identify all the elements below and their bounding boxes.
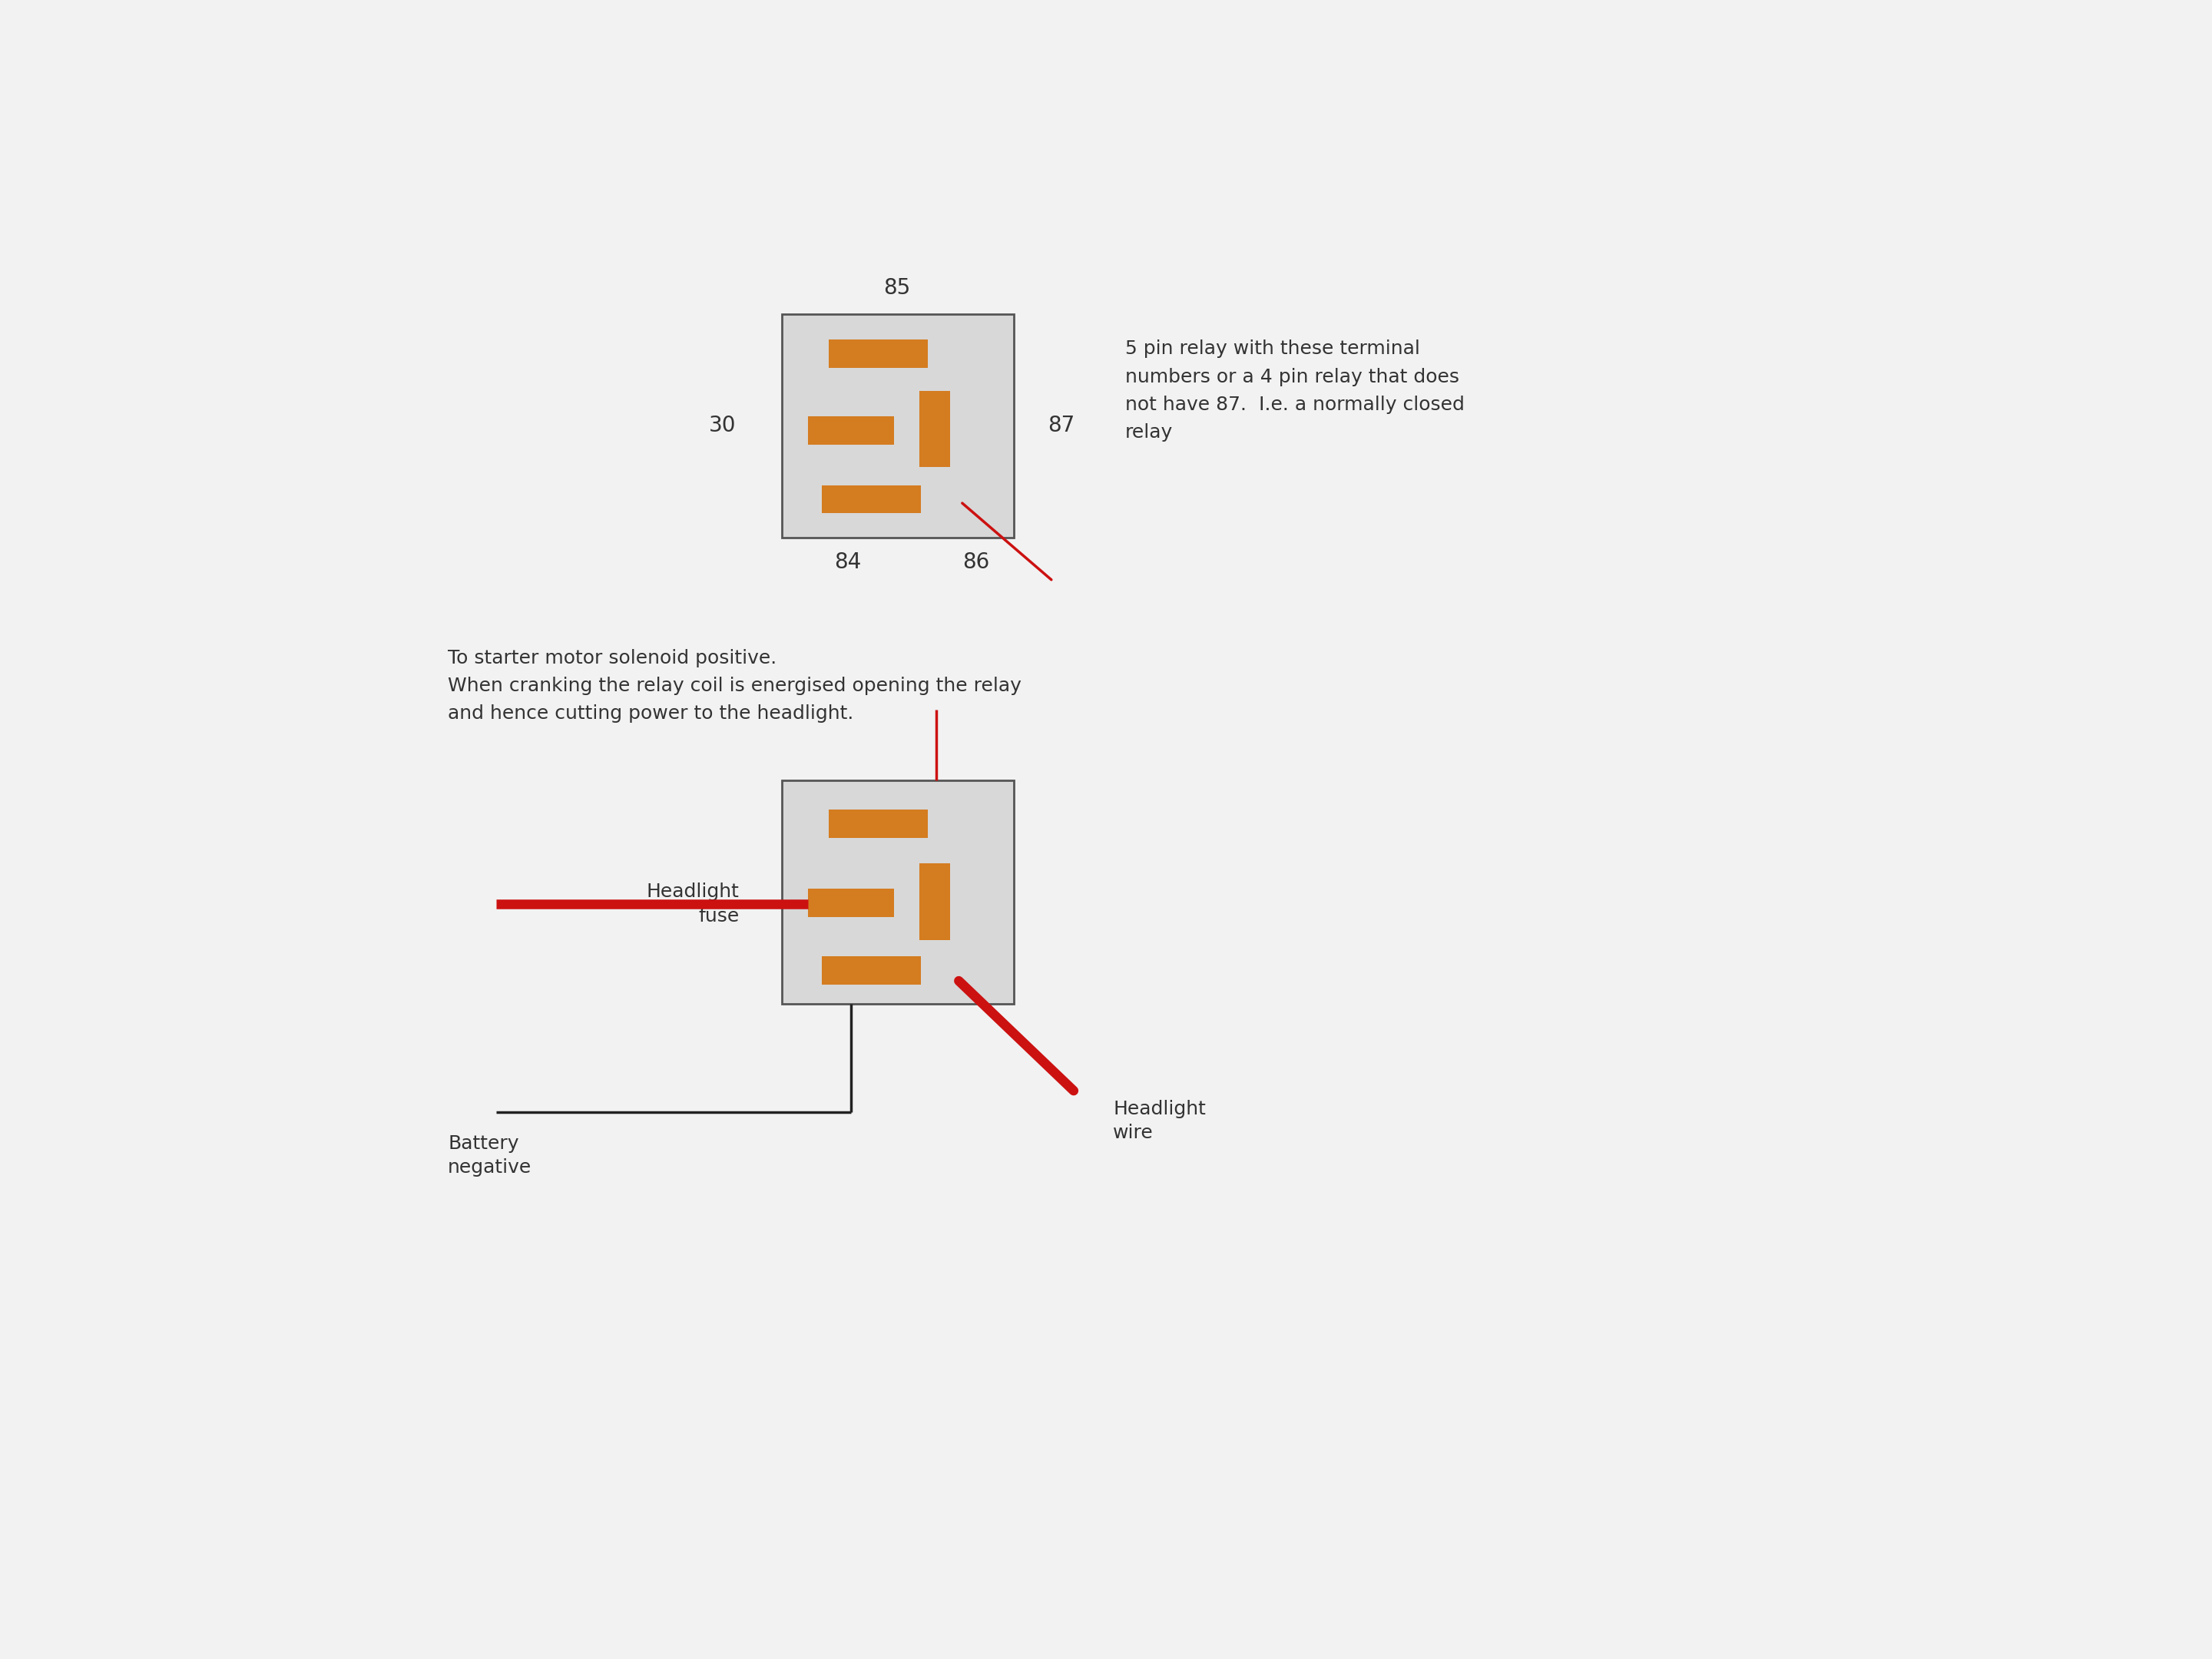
FancyBboxPatch shape xyxy=(807,889,894,917)
FancyBboxPatch shape xyxy=(783,780,1013,1004)
FancyBboxPatch shape xyxy=(920,390,951,468)
Text: To starter motor solenoid positive.
When cranking the relay coil is energised op: To starter motor solenoid positive. When… xyxy=(447,649,1022,723)
Text: 84: 84 xyxy=(834,552,860,572)
Text: Battery
negative: Battery negative xyxy=(447,1135,531,1176)
Text: Headlight
fuse: Headlight fuse xyxy=(646,883,739,926)
Text: 5 pin relay with these terminal
numbers or a 4 pin relay that does
not have 87. : 5 pin relay with these terminal numbers … xyxy=(1126,340,1464,441)
FancyBboxPatch shape xyxy=(920,863,951,941)
Text: 85: 85 xyxy=(883,277,911,299)
FancyBboxPatch shape xyxy=(821,484,920,513)
Text: 86: 86 xyxy=(962,552,989,572)
Text: 87: 87 xyxy=(1048,415,1075,436)
FancyBboxPatch shape xyxy=(783,314,1013,538)
Text: Headlight
wire: Headlight wire xyxy=(1113,1100,1206,1143)
FancyBboxPatch shape xyxy=(807,416,894,445)
Text: 30: 30 xyxy=(708,415,737,436)
FancyBboxPatch shape xyxy=(830,340,929,368)
FancyBboxPatch shape xyxy=(821,957,920,985)
FancyBboxPatch shape xyxy=(830,810,929,838)
